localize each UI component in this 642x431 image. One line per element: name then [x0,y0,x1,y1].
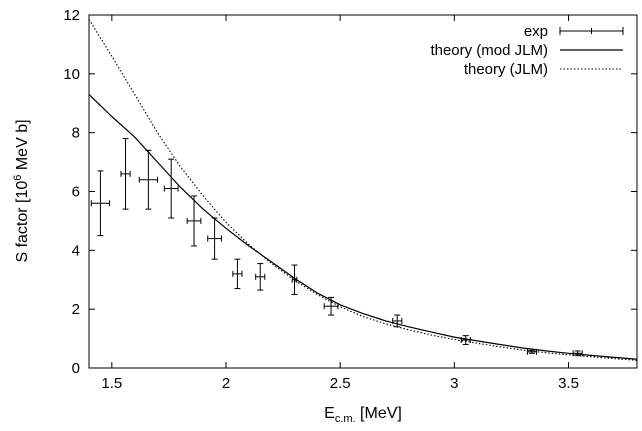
y-tick-label: 10 [63,66,80,83]
y-axis-label-exponent: 6 [12,175,24,181]
data-point [460,335,471,345]
y-tick-label: 0 [72,360,80,377]
legend-label: theory (mod JLM) [430,42,548,59]
y-axis-label: S factor [106 MeV b] [12,119,31,262]
data-point [186,195,202,247]
x-axis-label-main: E [324,405,335,422]
x-tick-label: 2.5 [330,375,351,392]
data-point [392,314,403,328]
y-tick-label: 6 [72,184,80,201]
y-axis-label-unit: MeV b] [14,119,31,174]
theory-mod-jlm-line [88,93,638,360]
x-tick-label: 1.5 [101,375,122,392]
theory-jlm-line [88,19,638,361]
ticks: 1.5 2 2.5 3 3.5 0 2 4 6 8 10 12 [63,7,637,392]
legend-label: exp [524,23,548,40]
legend: exp theory (mod JLM) theory (JLM) [430,23,624,78]
y-tick-label: 8 [72,125,80,142]
x-tick-label: 3 [450,375,458,392]
y-axis-label-main: S factor [10 [14,181,31,263]
y-tick-label: 12 [63,7,80,24]
data-point [291,264,298,295]
legend-entry: theory (mod JLM) [430,42,623,59]
x-tick-label: 2 [222,375,230,392]
y-tick-label: 4 [72,242,80,259]
exp-data-points [90,138,583,357]
y-tick-label: 2 [72,301,80,318]
data-point [138,149,158,210]
legend-entry: theory (JLM) [464,61,623,78]
legend-label: theory (JLM) [464,61,548,78]
data-point [255,263,266,291]
legend-entry: exp [524,23,624,40]
data-point [323,296,339,316]
theory-curves [88,19,638,361]
x-axis-label: Ec.m. [MeV] [324,405,402,425]
data-point [232,258,243,290]
x-axis-label-unit: [MeV] [356,405,402,422]
data-point [163,158,179,219]
data-point [207,217,222,260]
data-point [90,170,111,237]
data-point [572,350,583,357]
x-axis-label-sub: c.m. [335,413,356,425]
x-tick-label: 3.5 [558,375,579,392]
plot-frame [88,14,638,369]
data-point [120,138,131,210]
data-point [526,348,538,355]
